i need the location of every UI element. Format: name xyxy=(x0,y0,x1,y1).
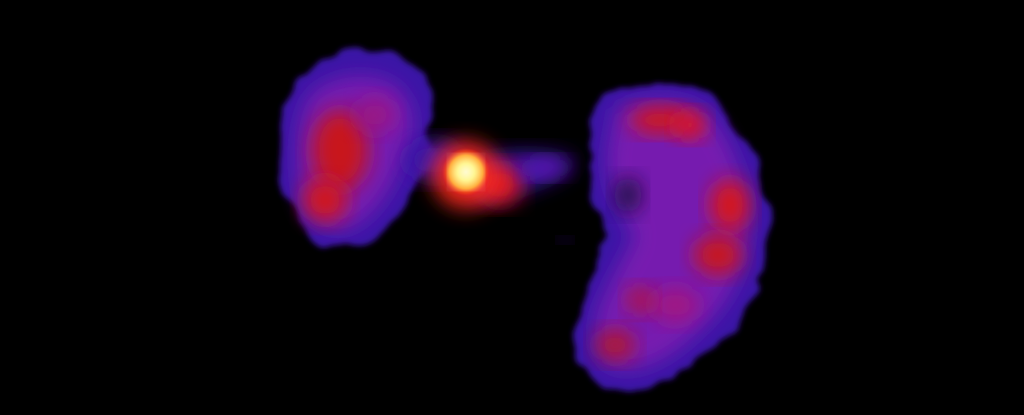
left-lobe xyxy=(278,49,434,249)
faint-speck xyxy=(559,237,571,243)
central-core xyxy=(432,141,500,209)
right-lobe xyxy=(575,83,771,391)
